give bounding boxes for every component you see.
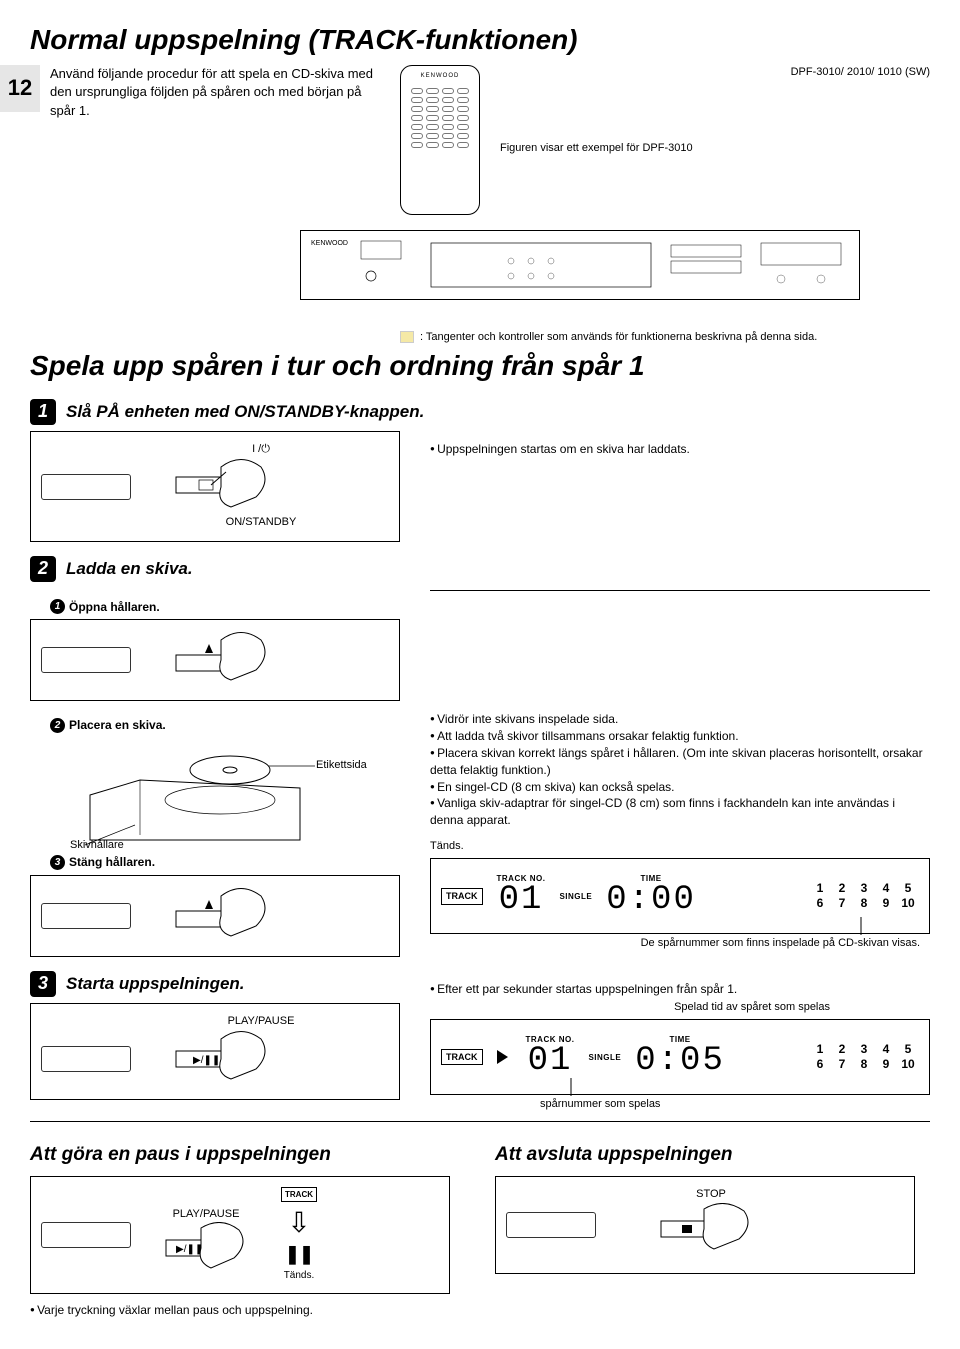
disc-load-illustration: Etikettsida Skivhållare	[80, 740, 400, 850]
unit-diagram: KENWOOD	[300, 230, 860, 300]
place-note-4: En singel-CD (8 cm skiva) kan också spel…	[430, 779, 930, 796]
lights-caption-2: Tänds.	[281, 1269, 317, 1283]
lights-caption-1: Tänds.	[430, 839, 930, 854]
substep-2-badge: 2	[50, 718, 65, 733]
place-note-1: Vidrör inte skivans inspelade sida.	[430, 711, 930, 728]
page-number: 12	[0, 65, 40, 112]
track-chip-small: TRACK	[281, 1187, 317, 1202]
onstandby-label: ON/STANDBY	[221, 515, 301, 530]
track-playing-label: spårnummer som spelas	[540, 1097, 930, 1112]
hand-close-icon	[171, 886, 281, 946]
place-note-3: Placera skivan korrekt längs spåret i hå…	[430, 745, 930, 779]
stop-figure: STOP	[495, 1176, 915, 1274]
pause-icon: ❚❚	[285, 1242, 313, 1267]
place-note-5: Vanliga skiv-adaptrar för singel-CD (8 c…	[430, 795, 930, 829]
after-start-note: Efter ett par sekunder startas uppspelni…	[430, 981, 930, 998]
open-figure	[30, 619, 400, 701]
step-3-badge: 3	[30, 971, 56, 997]
substep-3-label: Stäng hållaren.	[69, 854, 155, 871]
hand-open-icon	[171, 630, 281, 690]
substep-3-badge: 3	[50, 855, 65, 870]
note-onload: Uppspelningen startas om en skiva har la…	[430, 441, 930, 458]
label-side: Etikettsida	[316, 758, 367, 773]
step-3-label: Starta uppspelningen.	[66, 972, 245, 996]
doc-id: DPF-3010/ 2010/ 1010 (SW)	[500, 65, 930, 80]
svg-text:▶/❚❚: ▶/❚❚	[176, 1244, 203, 1255]
place-note-2: Att ladda två skivor tillsammans orsakar…	[430, 728, 930, 745]
step1-figure: I /⏻ ON/STANDBY	[30, 431, 400, 542]
pause-heading: Att göra en paus i uppspelningen	[30, 1142, 465, 1169]
substep-2-label: Placera en skiva.	[69, 717, 166, 734]
play-icon	[497, 1050, 508, 1064]
step-1-label: Slå PÅ enheten med ON/STANDBY-knappen.	[66, 400, 424, 424]
substep-1-badge: 1	[50, 599, 65, 614]
track-chip: TRACK	[441, 888, 483, 905]
intro-text: Använd följande procedur för att spela e…	[50, 65, 380, 120]
play-figure: PLAY/PAUSE ▶/❚❚	[30, 1003, 400, 1100]
display-panel-2: TRACK TRACK NO.01 SINGLE TIME0:05 12345 …	[430, 1019, 930, 1095]
close-figure	[30, 875, 400, 957]
track-calendar: 12345 678910	[809, 881, 919, 912]
step-2-badge: 2	[30, 556, 56, 582]
disc-holder-label: Skivhållare	[70, 838, 124, 853]
remote-illustration: KENWOOD	[400, 65, 480, 215]
hand-press-icon	[171, 457, 281, 517]
highlight-swatch	[400, 331, 414, 343]
hand-pause-icon: ▶/❚❚	[161, 1222, 251, 1277]
key-note-text: : Tangenter och kontroller som används f…	[420, 330, 817, 345]
hand-play-icon: ▶/❚❚	[171, 1029, 281, 1089]
figure-caption: Figuren visar ett exempel för DPF-3010	[500, 141, 930, 156]
stop-heading: Att avsluta uppspelningen	[495, 1142, 930, 1169]
display-panel-1: TRACK TRACK NO.01 SINGLE TIME0:00 12345 …	[430, 858, 930, 934]
step-1-badge: 1	[30, 399, 56, 425]
step-2-label: Ladda en skiva.	[66, 557, 193, 581]
section-heading: Spela upp spåren i tur och ordning från …	[30, 346, 930, 385]
page-title: Normal uppspelning (TRACK-funktionen)	[30, 20, 578, 59]
tracks-shown-note: De spårnummer som finns inspelade på CD-…	[450, 936, 930, 951]
mini-unit-icon	[41, 474, 131, 500]
substep-1-label: Öppna hållaren.	[69, 599, 160, 616]
svg-text:▶/❚❚: ▶/❚❚	[193, 1055, 220, 1066]
remote-brand: KENWOOD	[401, 72, 479, 80]
pause-figure: PLAY/PAUSE ▶/❚❚ TRACK ⇩ ❚❚ Tänds.	[30, 1176, 450, 1294]
hand-stop-icon	[656, 1203, 766, 1258]
toggle-note: Varje tryckning växlar mellan paus och u…	[30, 1302, 465, 1319]
play-time-label: Spelad tid av spåret som spelas	[450, 1000, 930, 1015]
